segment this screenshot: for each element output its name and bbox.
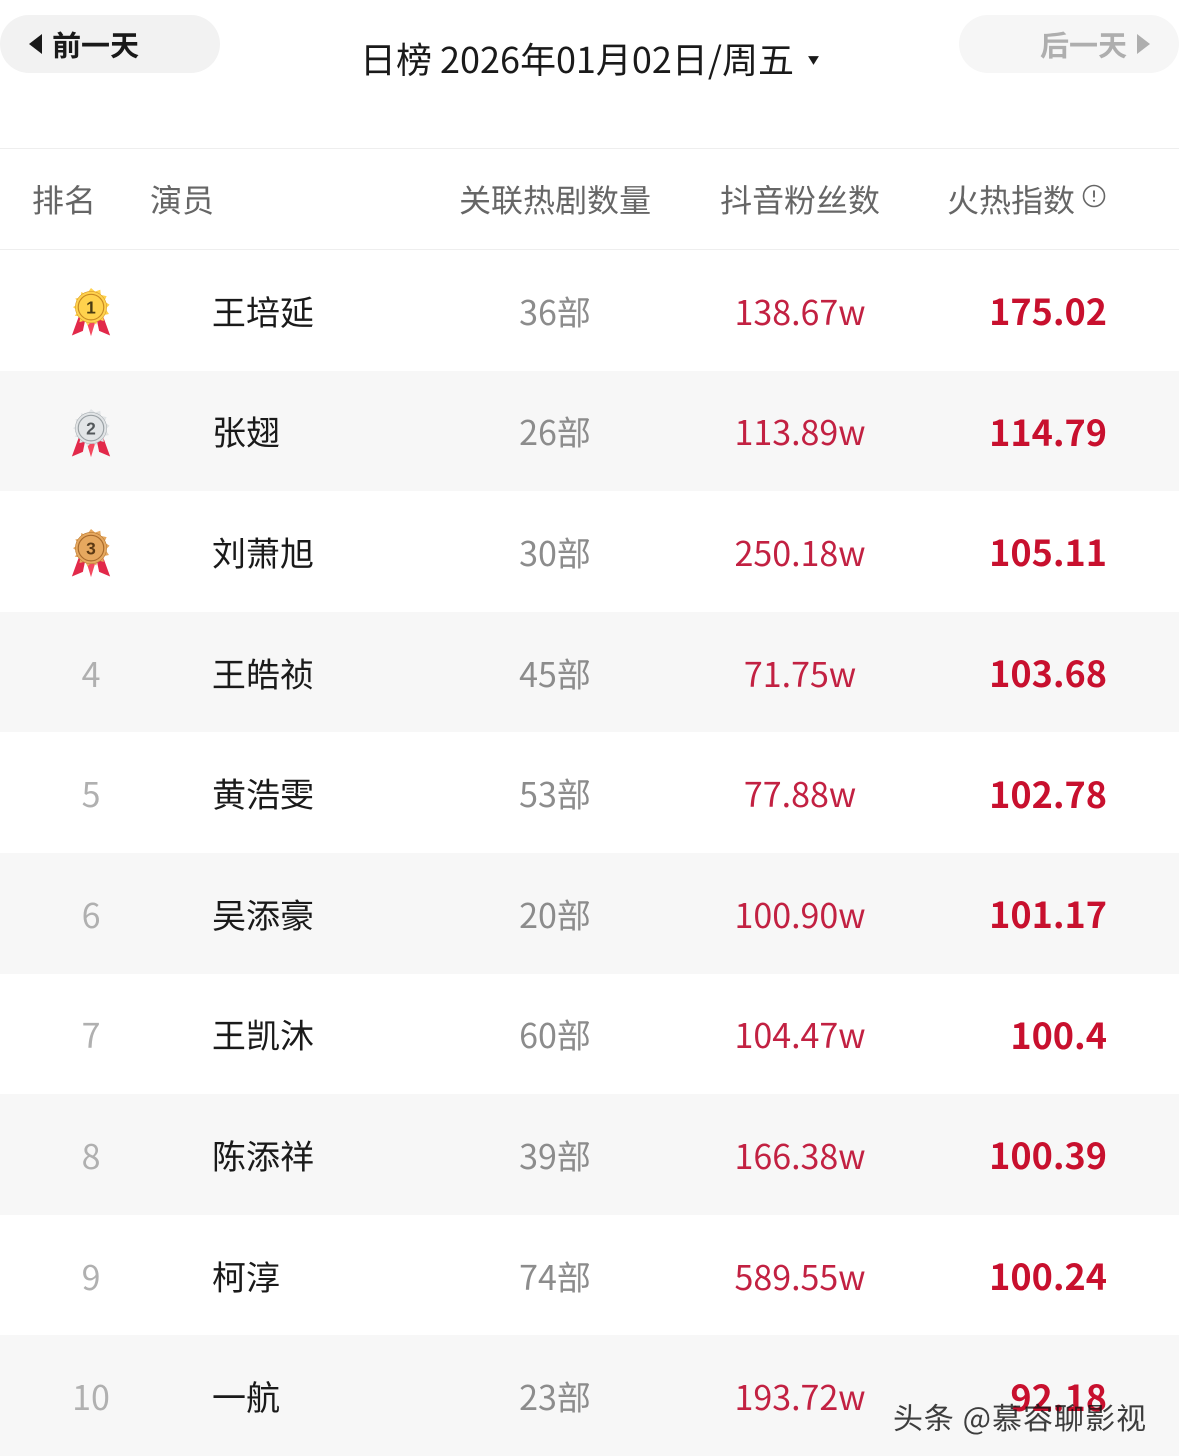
svg-text:2: 2 <box>86 418 96 438</box>
svg-text:3: 3 <box>86 539 96 559</box>
svg-text:1: 1 <box>86 298 96 318</box>
